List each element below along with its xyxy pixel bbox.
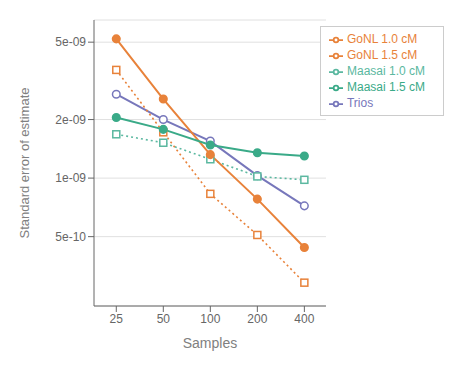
svg-text:1e-09: 1e-09 (55, 171, 86, 185)
svg-text:Standard error of estimate: Standard error of estimate (17, 87, 32, 238)
html-text:GoNL 1.0 cM: GoNL 1.0 cM (347, 32, 418, 46)
svg-text:2e-09: 2e-09 (55, 113, 86, 127)
svg-text:400: 400 (294, 312, 314, 326)
svg-text:25: 25 (110, 312, 124, 326)
svg-text:200: 200 (247, 312, 267, 326)
html-text:Trios: Trios (347, 96, 374, 110)
html-text:Maasai 1.5 cM: Maasai 1.5 cM (347, 80, 425, 94)
svg-text:Samples: Samples (183, 335, 237, 351)
svg-text:5e-09: 5e-09 (55, 35, 86, 49)
html-text:GoNL 1.5 cM: GoNL 1.5 cM (347, 48, 418, 62)
svg-text:5e-10: 5e-10 (55, 230, 86, 244)
html-text:Maasai 1.0 cM: Maasai 1.0 cM (347, 64, 425, 78)
svg-text:50: 50 (157, 312, 171, 326)
svg-text:100: 100 (200, 312, 220, 326)
